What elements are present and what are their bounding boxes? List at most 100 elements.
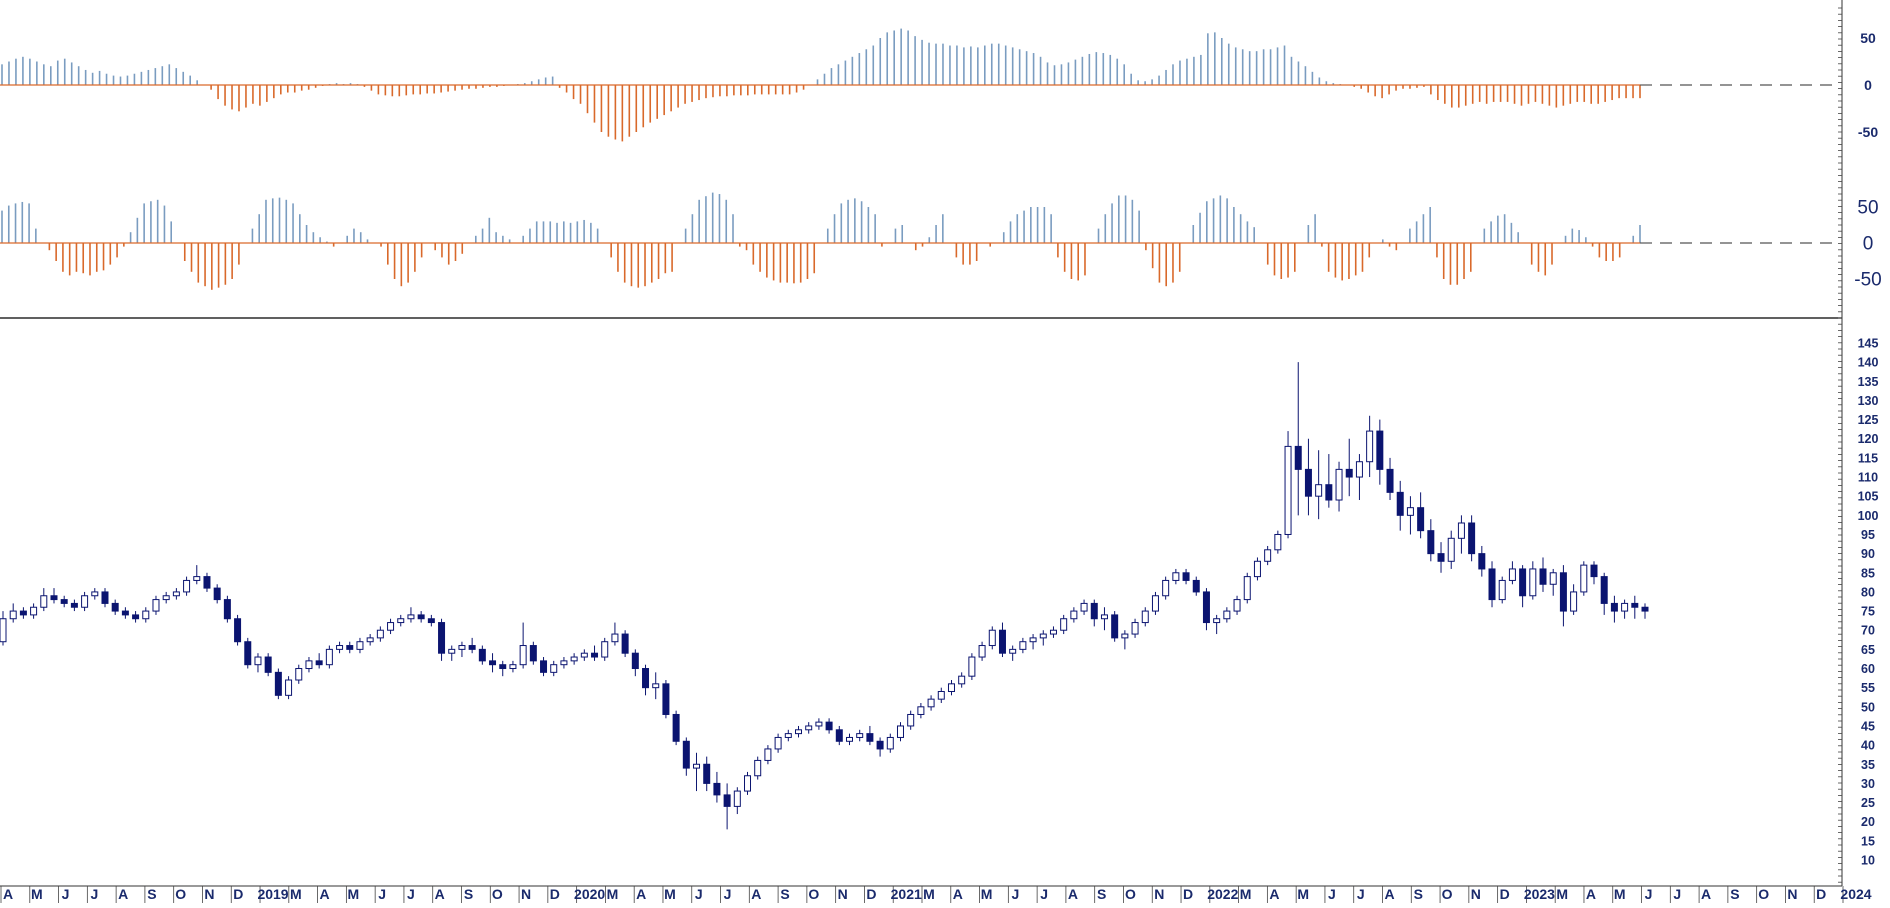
x-tick-label: M (348, 886, 360, 902)
candle-down (876, 740, 884, 750)
candle-down (244, 641, 252, 666)
candle-up (142, 610, 150, 620)
candle-up (845, 736, 853, 742)
price-y-tick-label: 10 (1861, 854, 1875, 868)
candle-down (1386, 468, 1394, 493)
candle-down (1519, 568, 1527, 597)
x-tick-label: D (1500, 886, 1510, 902)
x-tick-label: N (838, 886, 848, 902)
candle-down (1345, 468, 1353, 478)
top-y-tick-label: 50 (1860, 30, 1876, 46)
candle-up (1121, 633, 1129, 639)
candle-up (91, 591, 99, 597)
candle-down (703, 763, 711, 784)
x-tick-label: M (1556, 886, 1568, 902)
candle-down (468, 645, 476, 650)
candle-up (1029, 637, 1037, 643)
candle-up (356, 641, 364, 650)
candle-up (1019, 641, 1027, 650)
price-y-tick-label: 135 (1858, 375, 1879, 389)
x-axis: A M J J A S O N D 2019 M A M J J A S O N D 2020 M A M J J A S O N D 202… (0, 886, 1872, 903)
candle-down (1641, 606, 1649, 612)
candle-down (499, 664, 507, 670)
x-tick-label: J (1645, 886, 1653, 902)
candle-up (988, 629, 996, 647)
price-y-tick-label: 85 (1861, 566, 1875, 580)
candle-up (1529, 568, 1537, 597)
candle-up (1243, 576, 1251, 601)
candle-up (1315, 484, 1323, 497)
candle-up (784, 733, 792, 738)
x-tick-label: S (780, 886, 789, 902)
x-tick-label: J (1357, 886, 1365, 902)
candle-up (856, 733, 864, 738)
candle-up (1080, 602, 1088, 612)
x-tick-label: D (233, 886, 243, 902)
x-tick-label: M (981, 886, 993, 902)
price-y-tick-label: 130 (1858, 394, 1879, 408)
candle-up (968, 656, 976, 677)
x-tick-label: N (1787, 886, 1797, 902)
candle-up (1355, 461, 1363, 478)
candle-down (478, 648, 486, 662)
candle-up (1172, 572, 1180, 581)
x-tick-label: O (1758, 886, 1769, 902)
x-tick-label: J (1011, 886, 1019, 902)
candle-up (1508, 568, 1516, 581)
x-tick-label: A (751, 886, 761, 902)
candle-down (1488, 568, 1496, 601)
candle-up (509, 664, 517, 670)
candle-up (764, 748, 772, 761)
candle-down (203, 576, 211, 589)
candle-up (1100, 614, 1108, 620)
candle-up (162, 595, 170, 601)
x-tick-label: J (695, 886, 703, 902)
candle-up (40, 595, 48, 608)
price-y-tick-label: 100 (1858, 509, 1879, 523)
candle-down (489, 660, 497, 666)
middle-oscillator-panel (0, 192, 1838, 290)
x-tick-label: M (1614, 886, 1626, 902)
candle-down (713, 782, 721, 796)
price-y-tick-label: 20 (1861, 815, 1875, 829)
candle-down (631, 652, 639, 670)
candle-down (529, 645, 537, 662)
x-tick-label: M (923, 886, 935, 902)
candle-up (580, 652, 588, 658)
x-tick-label: D (1183, 886, 1193, 902)
candle-down (213, 587, 221, 601)
x-tick-label: J (378, 886, 386, 902)
candle-up (193, 576, 201, 581)
candle-up (1253, 560, 1261, 578)
candle-up (1162, 579, 1170, 597)
candle-up (305, 660, 313, 670)
x-tick-label: A (118, 886, 128, 902)
candle-down (274, 671, 282, 696)
price-y-tick-label: 25 (1861, 796, 1875, 810)
x-tick-label: S (147, 886, 156, 902)
candle-up (397, 618, 405, 624)
candle-down (315, 660, 323, 666)
x-tick-label: D (550, 886, 560, 902)
price-y-tick-label: 55 (1861, 681, 1875, 695)
x-tick-label: M (290, 886, 302, 902)
x-tick-label: A (320, 886, 330, 902)
candle-down (1294, 445, 1302, 470)
candle-up (30, 606, 38, 616)
x-tick-label: A (953, 886, 963, 902)
candle-down (1478, 553, 1486, 570)
candle-down (132, 614, 140, 620)
x-tick-label: S (1414, 886, 1423, 902)
x-tick-label: D (866, 886, 876, 902)
price-y-tick-label: 120 (1858, 432, 1879, 446)
price-panel (0, 362, 1649, 830)
price-y-tick-label: 30 (1861, 777, 1875, 791)
candle-up (754, 759, 762, 777)
candle-up (376, 629, 384, 639)
candle-up (815, 721, 823, 727)
candle-down (70, 602, 78, 608)
candle-up (1070, 610, 1078, 620)
candle-down (1539, 568, 1547, 585)
candle-up (1009, 648, 1017, 654)
candle-up (1039, 633, 1047, 639)
